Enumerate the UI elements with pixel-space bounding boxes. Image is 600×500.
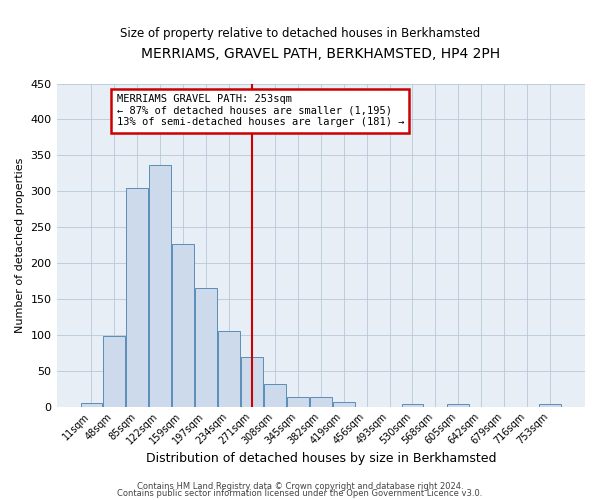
Bar (80, 403, 103, 406)
Y-axis label: Number of detached properties: Number of detached properties (15, 158, 25, 333)
Bar (103, 336, 125, 406)
Bar (172, 244, 194, 406)
Text: Contains public sector information licensed under the Open Government Licence v3: Contains public sector information licen… (118, 490, 482, 498)
Bar (448, 404, 469, 406)
Bar (127, 188, 148, 406)
Text: MERRIAMS GRAVEL PATH: 253sqm
← 87% of detached houses are smaller (1,195)
13% of: MERRIAMS GRAVEL PATH: 253sqm ← 87% of de… (116, 94, 404, 128)
Title: MERRIAMS, GRAVEL PATH, BERKHAMSTED, HP4 2PH: MERRIAMS, GRAVEL PATH, BERKHAMSTED, HP4 … (141, 48, 500, 62)
Bar (218, 332, 240, 406)
Text: Contains HM Land Registry data © Crown copyright and database right 2024.: Contains HM Land Registry data © Crown c… (137, 482, 463, 491)
Bar (310, 398, 332, 406)
X-axis label: Distribution of detached houses by size in Berkhamsted: Distribution of detached houses by size … (146, 452, 496, 465)
Text: Size of property relative to detached houses in Berkhamsted: Size of property relative to detached ho… (120, 28, 480, 40)
Bar (241, 357, 263, 406)
Bar (264, 384, 286, 406)
Bar (539, 404, 561, 406)
Bar (287, 398, 309, 406)
Bar (195, 288, 217, 406)
Bar (401, 404, 424, 406)
Bar (333, 402, 355, 406)
Bar (149, 164, 171, 406)
